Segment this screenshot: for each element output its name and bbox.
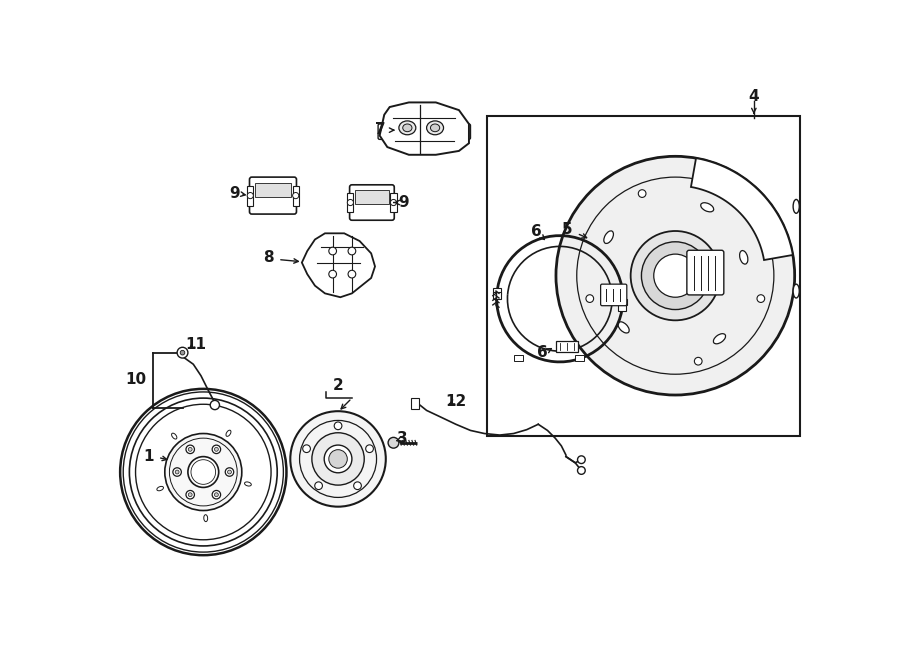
Circle shape xyxy=(188,447,192,451)
Bar xyxy=(514,355,523,361)
Text: 5: 5 xyxy=(562,222,572,237)
Circle shape xyxy=(348,247,356,255)
Text: 11: 11 xyxy=(185,338,206,352)
Circle shape xyxy=(248,192,254,199)
Text: 12: 12 xyxy=(446,394,466,408)
Circle shape xyxy=(186,445,194,453)
Circle shape xyxy=(315,482,322,490)
Ellipse shape xyxy=(399,121,416,135)
Ellipse shape xyxy=(793,200,799,214)
Text: 9: 9 xyxy=(229,186,239,201)
Ellipse shape xyxy=(430,124,440,132)
Circle shape xyxy=(578,456,585,463)
Bar xyxy=(347,193,354,212)
Ellipse shape xyxy=(714,334,725,344)
Circle shape xyxy=(347,200,354,206)
Text: 10: 10 xyxy=(126,372,147,387)
Ellipse shape xyxy=(701,203,714,212)
Circle shape xyxy=(328,449,347,468)
Ellipse shape xyxy=(793,284,799,298)
Ellipse shape xyxy=(402,124,412,132)
FancyBboxPatch shape xyxy=(454,124,471,139)
Bar xyxy=(493,292,500,299)
Circle shape xyxy=(324,445,352,473)
Circle shape xyxy=(214,447,219,451)
Circle shape xyxy=(391,200,397,206)
Circle shape xyxy=(302,445,310,453)
Bar xyxy=(556,341,578,352)
Ellipse shape xyxy=(740,251,748,264)
Text: 7: 7 xyxy=(375,122,386,137)
Bar xyxy=(619,299,626,305)
Circle shape xyxy=(188,492,192,496)
Circle shape xyxy=(328,247,337,255)
Circle shape xyxy=(348,270,356,278)
Circle shape xyxy=(556,156,795,395)
Circle shape xyxy=(631,231,720,321)
Ellipse shape xyxy=(203,515,208,522)
Circle shape xyxy=(177,347,188,358)
Text: 9: 9 xyxy=(398,195,409,210)
Circle shape xyxy=(212,490,220,499)
Bar xyxy=(575,355,584,361)
Circle shape xyxy=(212,445,220,453)
Text: 4: 4 xyxy=(749,89,760,104)
Circle shape xyxy=(225,468,234,477)
Circle shape xyxy=(334,422,342,430)
Ellipse shape xyxy=(427,121,444,135)
Circle shape xyxy=(312,433,364,485)
Polygon shape xyxy=(380,102,469,155)
Circle shape xyxy=(388,438,399,448)
Circle shape xyxy=(176,470,179,474)
Circle shape xyxy=(214,492,219,496)
Circle shape xyxy=(638,190,646,198)
Bar xyxy=(355,190,389,204)
Circle shape xyxy=(642,242,709,309)
Polygon shape xyxy=(302,233,375,297)
Text: 6: 6 xyxy=(531,224,542,239)
Ellipse shape xyxy=(157,486,164,490)
Bar xyxy=(618,305,626,311)
Ellipse shape xyxy=(226,430,231,436)
Circle shape xyxy=(365,445,374,453)
Bar xyxy=(391,193,397,212)
Circle shape xyxy=(186,490,194,499)
Circle shape xyxy=(586,295,594,303)
Bar xyxy=(248,186,254,206)
Circle shape xyxy=(228,470,231,474)
Circle shape xyxy=(180,350,184,355)
Text: 2: 2 xyxy=(333,378,344,393)
Circle shape xyxy=(165,434,242,510)
FancyBboxPatch shape xyxy=(687,251,724,295)
FancyBboxPatch shape xyxy=(600,284,626,305)
Circle shape xyxy=(757,295,765,303)
Circle shape xyxy=(695,358,702,365)
Circle shape xyxy=(328,270,337,278)
Circle shape xyxy=(292,192,299,199)
Ellipse shape xyxy=(172,433,177,439)
Circle shape xyxy=(211,401,220,410)
FancyBboxPatch shape xyxy=(378,124,395,139)
Text: 6: 6 xyxy=(537,345,548,360)
Bar xyxy=(411,398,418,409)
Circle shape xyxy=(653,254,697,297)
FancyBboxPatch shape xyxy=(349,185,394,220)
Ellipse shape xyxy=(604,231,614,243)
Bar xyxy=(255,182,291,197)
Bar xyxy=(493,288,501,294)
FancyBboxPatch shape xyxy=(249,177,296,214)
Bar xyxy=(487,116,800,436)
Text: 3: 3 xyxy=(397,432,408,446)
Circle shape xyxy=(173,468,182,477)
Bar xyxy=(292,186,299,206)
Polygon shape xyxy=(691,158,793,260)
Ellipse shape xyxy=(245,482,251,486)
Ellipse shape xyxy=(618,322,629,333)
Circle shape xyxy=(291,411,386,507)
Circle shape xyxy=(188,457,219,487)
Circle shape xyxy=(578,467,585,475)
Text: 8: 8 xyxy=(264,251,274,266)
Circle shape xyxy=(354,482,362,490)
Text: 1: 1 xyxy=(143,449,154,464)
